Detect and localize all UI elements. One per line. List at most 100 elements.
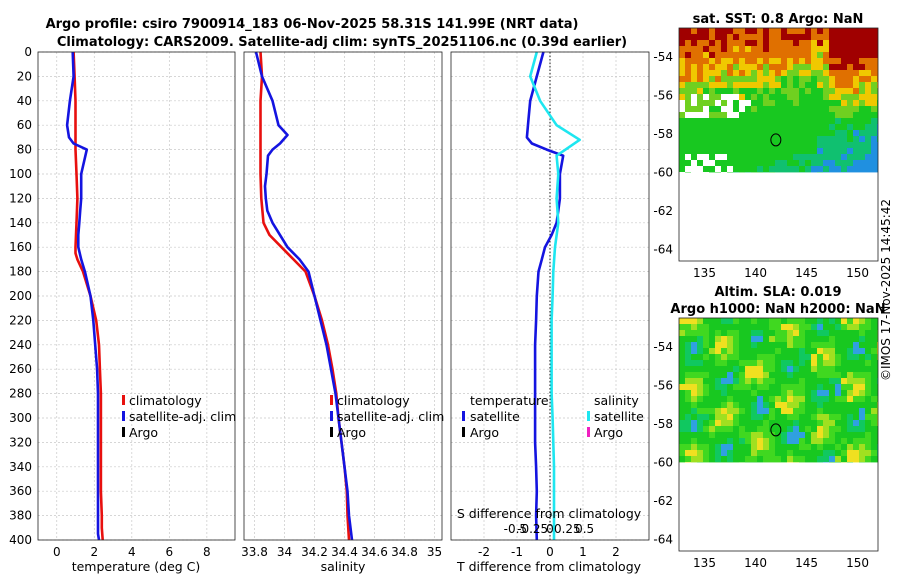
heatmap-cell xyxy=(847,324,853,330)
heatmap-cell xyxy=(829,136,835,142)
heatmap-cell xyxy=(775,130,781,136)
heatmap-cell xyxy=(775,118,781,124)
heatmap-cell xyxy=(769,136,775,142)
heatmap-cell xyxy=(853,396,859,402)
heatmap-cell xyxy=(733,396,739,402)
sla-map-subtitle: Argo h1000: NaN h2000: NaN xyxy=(670,302,885,317)
heatmap-cell xyxy=(751,130,757,136)
heatmap-cell xyxy=(775,94,781,100)
heatmap-cell xyxy=(763,324,769,330)
heatmap-cell xyxy=(703,330,709,336)
heatmap-cell xyxy=(739,166,745,172)
heatmap-cell xyxy=(817,444,823,450)
heatmap-cell xyxy=(865,106,871,112)
heatmap-cell xyxy=(691,414,697,420)
sla-map-yticks: -54-56-58-60-62-64 xyxy=(653,340,673,547)
temperature-lines xyxy=(65,51,104,541)
heatmap-cell xyxy=(811,336,817,342)
heatmap-cell xyxy=(679,166,685,172)
heatmap-cell xyxy=(697,450,703,456)
heatmap-cell xyxy=(865,336,871,342)
heatmap-cell xyxy=(823,414,829,420)
heatmap-cell xyxy=(787,354,793,360)
heatmap-cell xyxy=(871,450,877,456)
heatmap-cell xyxy=(877,82,878,88)
heatmap-cell xyxy=(751,426,757,432)
heatmap-cell xyxy=(787,402,793,408)
heatmap-cell xyxy=(739,432,745,438)
heatmap-cell xyxy=(853,378,859,384)
heatmap-cell xyxy=(775,76,781,82)
heatmap-cell xyxy=(853,136,859,142)
heatmap-cell xyxy=(799,130,805,136)
heatmap-cell xyxy=(697,76,703,82)
heatmap-cell xyxy=(769,444,775,450)
heatmap-cell xyxy=(739,148,745,154)
heatmap-cell xyxy=(769,46,775,52)
heatmap-cell xyxy=(751,136,757,142)
heatmap-cell xyxy=(877,124,878,130)
heatmap-cell xyxy=(769,372,775,378)
heatmap-cell xyxy=(721,130,727,136)
heatmap-cell xyxy=(745,414,751,420)
ytick-label: 140 xyxy=(9,216,32,230)
heatmap-cell xyxy=(769,70,775,76)
heatmap-cell xyxy=(817,366,823,372)
heatmap-cell xyxy=(733,438,739,444)
heatmap-cell xyxy=(697,124,703,130)
heatmap-cell xyxy=(709,342,715,348)
heatmap-cell xyxy=(763,444,769,450)
heatmap-cell xyxy=(745,130,751,136)
heatmap-cell xyxy=(799,58,805,64)
heatmap-cell xyxy=(769,154,775,160)
heatmap-cell xyxy=(691,336,697,342)
heatmap-cell xyxy=(715,52,721,58)
heatmap-cell xyxy=(757,390,763,396)
map-ytick-label: -60 xyxy=(653,165,673,179)
heatmap-cell xyxy=(685,426,691,432)
heatmap-cell xyxy=(823,70,829,76)
heatmap-cell xyxy=(793,438,799,444)
heatmap-cell xyxy=(805,336,811,342)
heatmap-cell xyxy=(757,330,763,336)
heatmap-cell xyxy=(781,336,787,342)
heatmap-cell xyxy=(799,324,805,330)
heatmap-cell xyxy=(697,34,703,40)
heatmap-cell xyxy=(733,82,739,88)
heatmap-cell xyxy=(793,136,799,142)
heatmap-cell xyxy=(775,106,781,112)
heatmap-cell xyxy=(775,136,781,142)
heatmap-cell xyxy=(763,46,769,52)
heatmap-cell xyxy=(853,52,859,58)
heatmap-cell xyxy=(775,34,781,40)
heatmap-cell xyxy=(757,106,763,112)
heatmap-cell xyxy=(697,106,703,112)
heatmap-cell xyxy=(847,106,853,112)
heatmap-cell xyxy=(817,52,823,58)
heatmap-cell xyxy=(763,76,769,82)
heatmap-cell xyxy=(865,46,871,52)
heatmap-cell xyxy=(763,390,769,396)
heatmap-cell xyxy=(811,130,817,136)
heatmap-cell xyxy=(709,330,715,336)
heatmap-cell xyxy=(823,154,829,160)
legend-label-temperature-argo: Argo xyxy=(470,425,499,440)
heatmap-cell xyxy=(721,420,727,426)
heatmap-cell xyxy=(679,390,685,396)
heatmap-cell xyxy=(811,112,817,118)
heatmap-cell xyxy=(853,402,859,408)
heatmap-cell xyxy=(817,64,823,70)
heatmap-cell xyxy=(727,148,733,154)
heatmap-cell xyxy=(811,94,817,100)
salinity-difference-tick: 0.5 xyxy=(575,522,594,536)
heatmap-cell xyxy=(781,324,787,330)
heatmap-cell xyxy=(823,390,829,396)
heatmap-cell xyxy=(775,366,781,372)
heatmap-cell xyxy=(685,330,691,336)
heatmap-cell xyxy=(757,324,763,330)
map-ytick-label: -58 xyxy=(653,417,673,431)
heatmap-cell xyxy=(799,46,805,52)
heatmap-cell xyxy=(841,426,847,432)
heatmap-cell xyxy=(691,34,697,40)
salinity-difference-label: S difference from climatology xyxy=(457,506,642,521)
